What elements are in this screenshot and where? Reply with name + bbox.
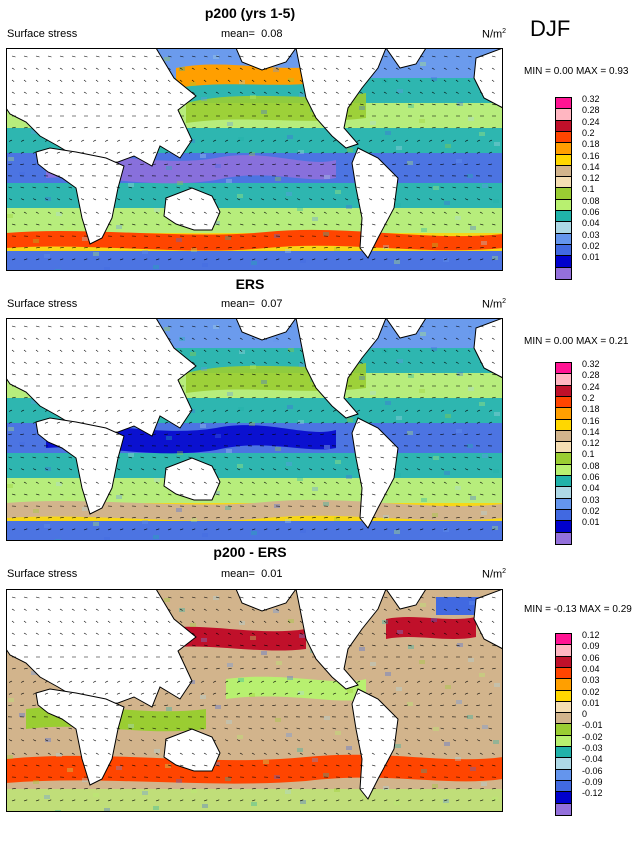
stress-map xyxy=(6,48,503,271)
legend-label: 0.01 xyxy=(582,516,600,529)
units-label: N/m2 xyxy=(482,28,506,41)
units-label: N/m2 xyxy=(482,568,506,581)
mean-label: mean= 0.01 xyxy=(221,568,283,580)
stress-map xyxy=(6,318,503,541)
mean-value: 0.01 xyxy=(261,568,282,580)
minmax-label: MIN = 0.00 MAX = 0.21 xyxy=(524,336,629,347)
panel-title: p200 - ERS xyxy=(150,544,350,560)
minmax-label: MIN = 0.00 MAX = 0.93 xyxy=(524,66,629,77)
minmax-label: MIN = -0.13 MAX = 0.29 xyxy=(524,604,632,615)
panel-title: ERS xyxy=(150,276,350,292)
legend-label: 0.01 xyxy=(582,251,600,264)
variable-label: Surface stress xyxy=(7,568,77,580)
mean-label: mean= 0.07 xyxy=(221,298,283,310)
season-label: DJF xyxy=(530,16,570,42)
variable-label: Surface stress xyxy=(7,298,77,310)
legend-swatch xyxy=(555,532,572,545)
mean-value: 0.07 xyxy=(261,298,282,310)
panel-title: p200 (yrs 1-5) xyxy=(150,5,350,21)
variable-label: Surface stress xyxy=(7,28,77,40)
legend-swatch xyxy=(555,267,572,280)
legend-swatch xyxy=(555,803,572,816)
units-label: N/m2 xyxy=(482,298,506,311)
mean-value: 0.08 xyxy=(261,28,282,40)
stress-map xyxy=(6,589,503,812)
legend-label: -0.12 xyxy=(582,787,603,800)
mean-label: mean= 0.08 xyxy=(221,28,283,40)
